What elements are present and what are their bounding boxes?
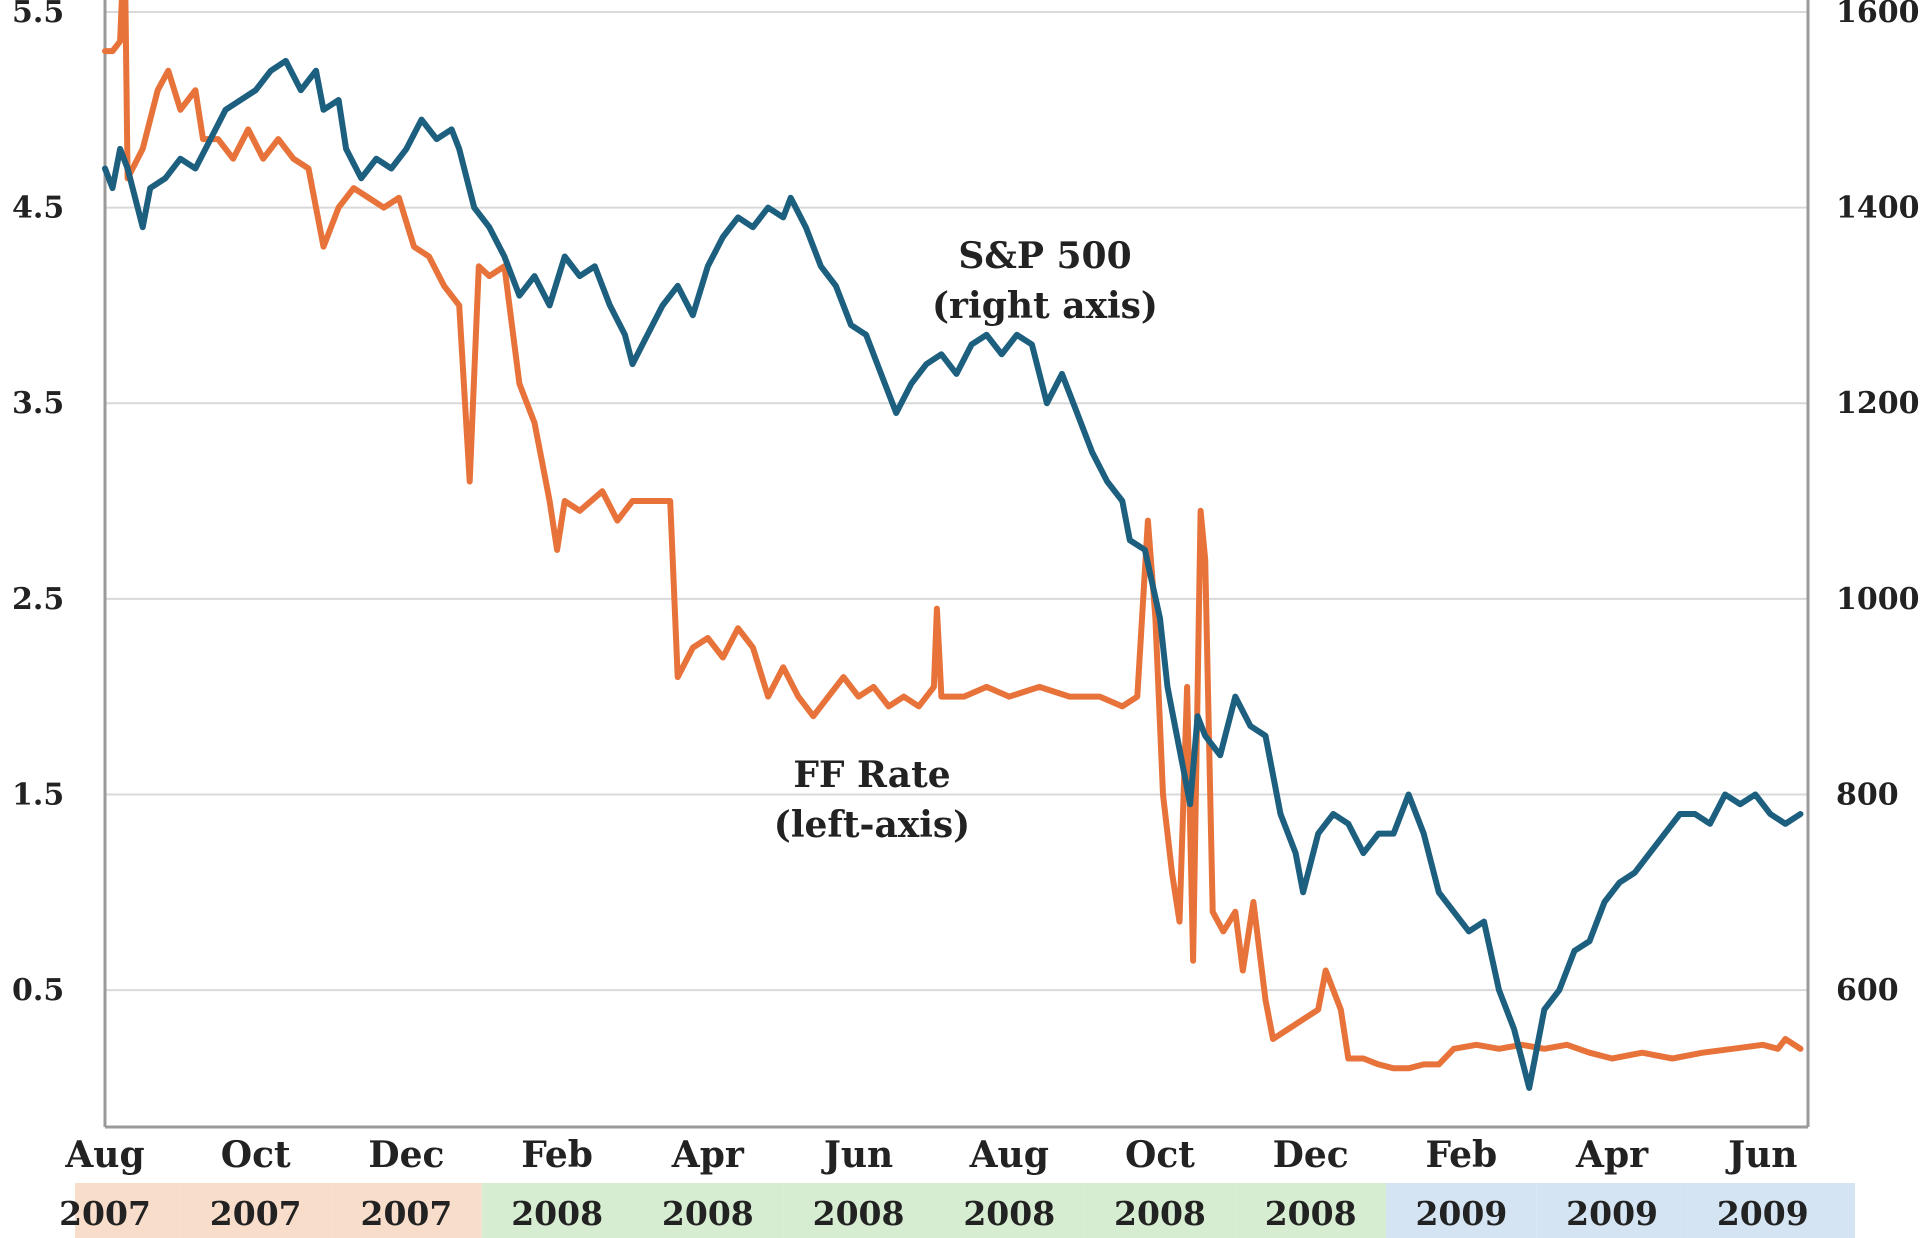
- year-band: [933, 1183, 1085, 1238]
- right-tick-label: 600: [1836, 973, 1899, 1008]
- month-label: Aug: [64, 1134, 144, 1176]
- annotations: S&P 500 (right axis) FF Rate (left-axis): [774, 235, 1158, 846]
- axes: [103, 0, 1810, 1129]
- year-band: [1536, 1183, 1688, 1238]
- year-band: [75, 1183, 181, 1238]
- left-tick-label: 2.5: [12, 582, 64, 617]
- year-label: 2008: [963, 1194, 1055, 1233]
- month-label: Apr: [671, 1134, 745, 1176]
- right-tick-label: 1000: [1836, 582, 1920, 617]
- sp500-annotation-axis: (right axis): [932, 285, 1158, 327]
- ff-rate-line: [102, 0, 1804, 1072]
- year-band: [481, 1183, 633, 1238]
- left-tick-label: 4.5: [12, 191, 64, 226]
- x-axis-labels: Aug Oct Dec Feb Apr Jun Aug Oct Dec Feb Apr Jun 2007…: [59, 1134, 1809, 1233]
- year-band: [1386, 1183, 1537, 1238]
- month-label: Jun: [821, 1134, 893, 1176]
- year-band: [1687, 1183, 1855, 1238]
- left-axis-ticks: 5.5 4.5 3.5 2.5 1.5 0.5: [12, 0, 64, 1008]
- month-label: Feb: [521, 1134, 593, 1176]
- year-band: [1235, 1183, 1387, 1238]
- right-tick-label: 1200: [1836, 386, 1920, 421]
- right-tick-label: 1600: [1836, 0, 1920, 30]
- left-tick-label: 0.5: [12, 973, 64, 1008]
- year-label: 2008: [511, 1194, 603, 1233]
- month-label: Oct: [1125, 1134, 1195, 1176]
- year-band: [632, 1183, 784, 1238]
- left-tick-label: 3.5: [12, 386, 64, 421]
- sp500-line: [102, 57, 1804, 1091]
- year-label: 2009: [1415, 1194, 1507, 1233]
- year-label: 2008: [1265, 1194, 1357, 1233]
- year-label: 2008: [662, 1194, 754, 1233]
- year-band: [331, 1183, 482, 1238]
- month-label: Aug: [969, 1134, 1049, 1176]
- right-axis-ticks: 1600 1400 1200 1000 800 600: [1836, 0, 1920, 1008]
- left-tick-label: 1.5: [12, 777, 64, 812]
- year-label: 2008: [1114, 1194, 1206, 1233]
- year-label: 2007: [210, 1194, 302, 1233]
- sp500-annotation-title: S&P 500: [958, 235, 1131, 277]
- right-tick-label: 1400: [1836, 191, 1920, 226]
- year-bands: [75, 1183, 1855, 1238]
- month-label: Apr: [1575, 1134, 1649, 1176]
- right-tick-label: 800: [1836, 777, 1899, 812]
- year-band: [783, 1183, 934, 1238]
- left-tick-label: 5.5: [12, 0, 64, 30]
- year-label: 2008: [813, 1194, 905, 1233]
- month-label: Oct: [221, 1134, 291, 1176]
- year-label: 2007: [59, 1194, 151, 1233]
- ff-rate-annotation-axis: (left-axis): [774, 804, 970, 846]
- series-lines: [102, 0, 1804, 1091]
- month-label: Dec: [368, 1134, 444, 1176]
- month-label: Feb: [1426, 1134, 1498, 1176]
- year-label: 2009: [1566, 1194, 1658, 1233]
- ff-rate-annotation-title: FF Rate: [793, 754, 950, 796]
- year-band: [180, 1183, 332, 1238]
- year-label: 2007: [360, 1194, 452, 1233]
- year-label: 2009: [1717, 1194, 1809, 1233]
- year-band: [1084, 1183, 1236, 1238]
- month-label: Dec: [1273, 1134, 1349, 1176]
- month-label: Jun: [1725, 1134, 1797, 1176]
